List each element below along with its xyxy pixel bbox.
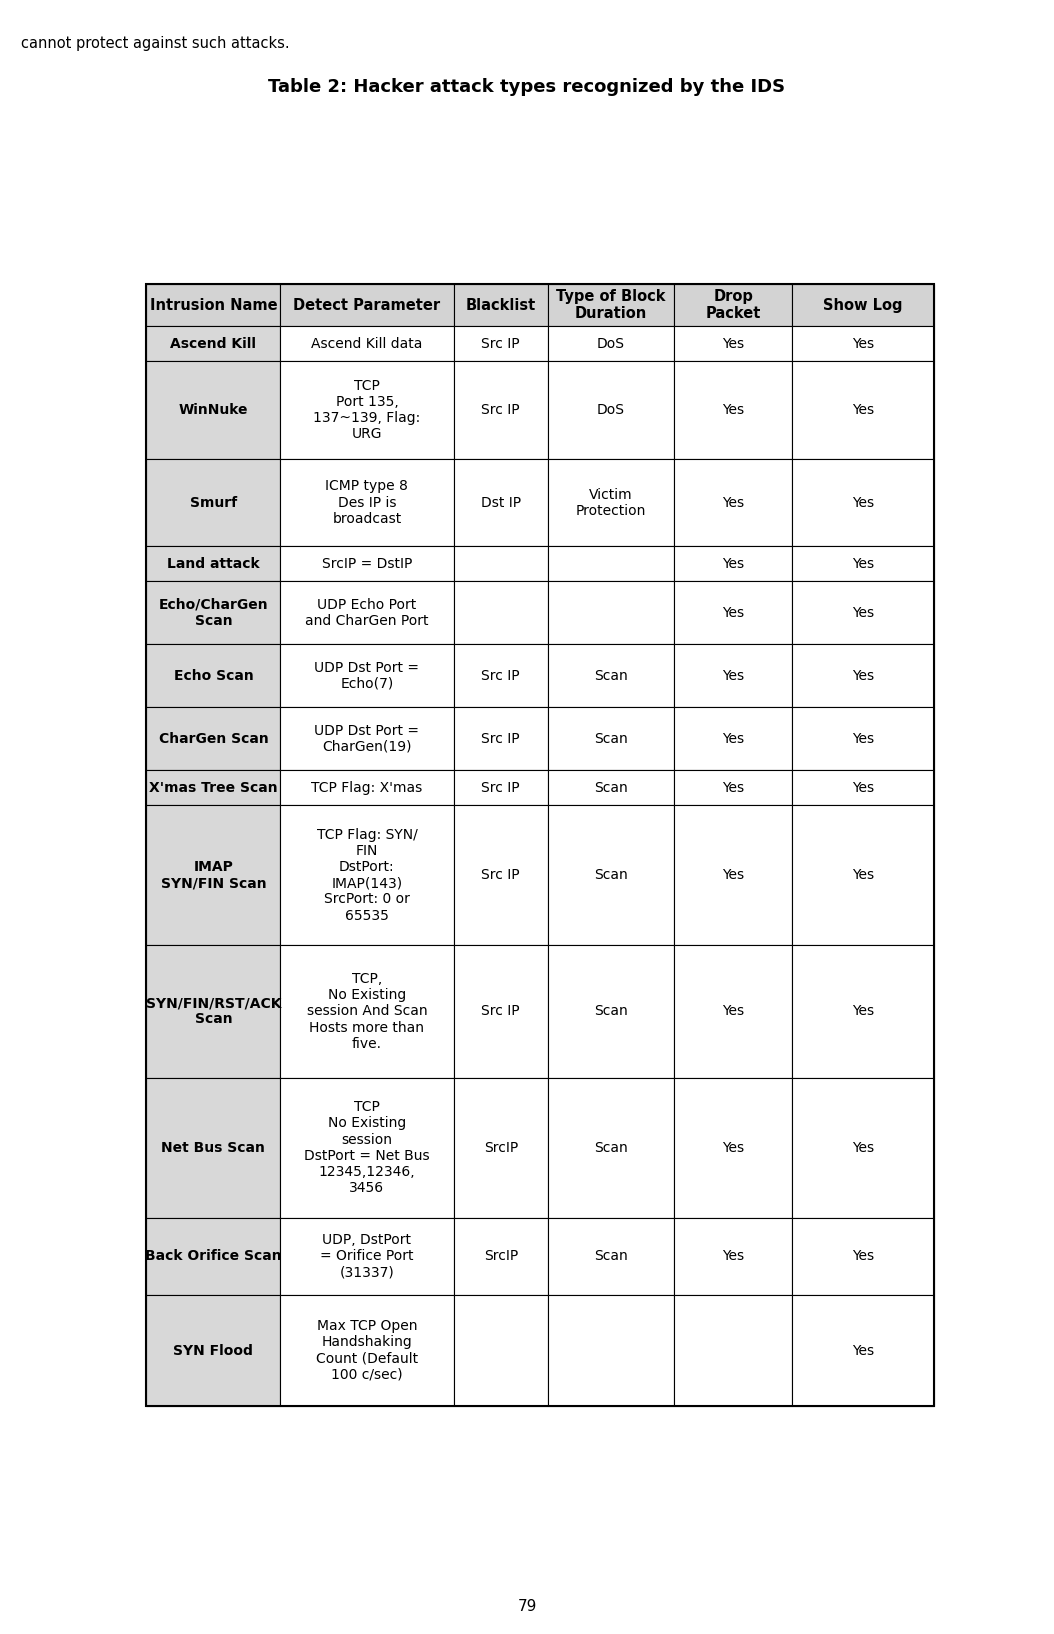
Text: Blacklist: Blacklist — [466, 297, 535, 312]
Bar — [147, 284, 934, 1407]
Bar — [548, 1078, 675, 1217]
Text: Scan: Scan — [594, 781, 628, 794]
Text: Yes: Yes — [852, 495, 874, 510]
Bar — [453, 708, 548, 770]
Text: UDP Dst Port =
CharGen(19): UDP Dst Port = CharGen(19) — [314, 724, 419, 753]
Text: Ascend Kill: Ascend Kill — [171, 337, 256, 351]
Text: TCP
No Existing
session
DstPort = Net Bus
12345,12346,
3456: TCP No Existing session DstPort = Net Bu… — [305, 1100, 430, 1194]
Text: SYN/FIN/RST/ACK
Scan: SYN/FIN/RST/ACK Scan — [145, 997, 281, 1026]
Bar — [453, 1217, 548, 1294]
Bar — [548, 284, 675, 327]
Text: Type of Block
Duration: Type of Block Duration — [557, 289, 666, 322]
Text: SrcIP = DstIP: SrcIP = DstIP — [321, 557, 412, 570]
Bar — [453, 1078, 548, 1217]
Text: Yes: Yes — [722, 668, 744, 683]
Text: Scan: Scan — [594, 668, 628, 683]
Bar — [548, 1294, 675, 1407]
Text: Yes: Yes — [722, 1141, 744, 1155]
Bar — [147, 361, 280, 459]
Text: Scan: Scan — [594, 1005, 628, 1018]
Bar — [147, 708, 280, 770]
Text: Victim
Protection: Victim Protection — [575, 487, 646, 518]
Text: Max TCP Open
Handshaking
Count (Default
100 c/sec): Max TCP Open Handshaking Count (Default … — [316, 1319, 418, 1382]
Bar — [453, 546, 548, 582]
Bar — [147, 806, 280, 944]
Text: UDP Dst Port =
Echo(7): UDP Dst Port = Echo(7) — [314, 660, 419, 691]
Bar — [793, 459, 934, 546]
Text: Scan: Scan — [594, 1248, 628, 1263]
Text: Ascend Kill data: Ascend Kill data — [311, 337, 423, 351]
Text: Yes: Yes — [722, 1248, 744, 1263]
Text: cannot protect against such attacks.: cannot protect against such attacks. — [21, 36, 290, 51]
Bar — [675, 1294, 793, 1407]
Bar — [453, 1294, 548, 1407]
Text: Yes: Yes — [722, 1005, 744, 1018]
Text: Src IP: Src IP — [482, 668, 520, 683]
Bar — [675, 361, 793, 459]
Bar — [675, 644, 793, 708]
Text: Yes: Yes — [852, 1248, 874, 1263]
Bar — [548, 361, 675, 459]
Bar — [548, 806, 675, 944]
Bar — [280, 770, 453, 806]
Bar — [453, 806, 548, 944]
Text: Yes: Yes — [722, 732, 744, 745]
Bar — [280, 327, 453, 361]
Text: X'mas Tree Scan: X'mas Tree Scan — [149, 781, 277, 794]
Text: 79: 79 — [518, 1600, 536, 1614]
Text: Yes: Yes — [852, 868, 874, 882]
Text: IMAP
SYN/FIN Scan: IMAP SYN/FIN Scan — [160, 859, 267, 891]
Bar — [548, 644, 675, 708]
Text: Show Log: Show Log — [823, 297, 903, 312]
Bar — [147, 582, 280, 644]
Text: Yes: Yes — [722, 781, 744, 794]
Text: SrcIP: SrcIP — [484, 1141, 518, 1155]
Bar — [675, 546, 793, 582]
Bar — [147, 1294, 280, 1407]
Bar — [548, 327, 675, 361]
Bar — [147, 1217, 280, 1294]
Bar — [453, 770, 548, 806]
Text: Yes: Yes — [722, 495, 744, 510]
Bar — [675, 1217, 793, 1294]
Bar — [793, 582, 934, 644]
Bar — [548, 770, 675, 806]
Bar — [793, 284, 934, 327]
Text: WinNuke: WinNuke — [178, 404, 248, 417]
Bar — [793, 1294, 934, 1407]
Bar — [280, 582, 453, 644]
Bar — [675, 806, 793, 944]
Bar — [793, 546, 934, 582]
Bar — [793, 361, 934, 459]
Bar — [147, 770, 280, 806]
Bar — [280, 1294, 453, 1407]
Bar — [675, 770, 793, 806]
Bar — [147, 1078, 280, 1217]
Bar — [793, 1078, 934, 1217]
Bar — [793, 708, 934, 770]
Bar — [147, 644, 280, 708]
Text: Yes: Yes — [722, 868, 744, 882]
Bar — [280, 708, 453, 770]
Text: Table 2: Hacker attack types recognized by the IDS: Table 2: Hacker attack types recognized … — [269, 78, 785, 96]
Text: Yes: Yes — [852, 1005, 874, 1018]
Text: Yes: Yes — [722, 337, 744, 351]
Text: TCP Flag: SYN/
FIN
DstPort:
IMAP(143)
SrcPort: 0 or
65535: TCP Flag: SYN/ FIN DstPort: IMAP(143) Sr… — [316, 827, 417, 923]
Text: TCP
Port 135,
137~139, Flag:
URG: TCP Port 135, 137~139, Flag: URG — [313, 379, 421, 441]
Bar — [147, 459, 280, 546]
Text: Src IP: Src IP — [482, 868, 520, 882]
Bar — [793, 806, 934, 944]
Text: Yes: Yes — [852, 781, 874, 794]
Text: Detect Parameter: Detect Parameter — [293, 297, 441, 312]
Bar — [280, 644, 453, 708]
Bar — [548, 708, 675, 770]
Text: Src IP: Src IP — [482, 404, 520, 417]
Text: Land attack: Land attack — [168, 557, 259, 570]
Text: Yes: Yes — [852, 732, 874, 745]
Text: Yes: Yes — [852, 1343, 874, 1358]
Text: Intrusion Name: Intrusion Name — [150, 297, 277, 312]
Bar — [793, 644, 934, 708]
Text: Scan: Scan — [594, 732, 628, 745]
Bar — [548, 582, 675, 644]
Bar — [453, 327, 548, 361]
